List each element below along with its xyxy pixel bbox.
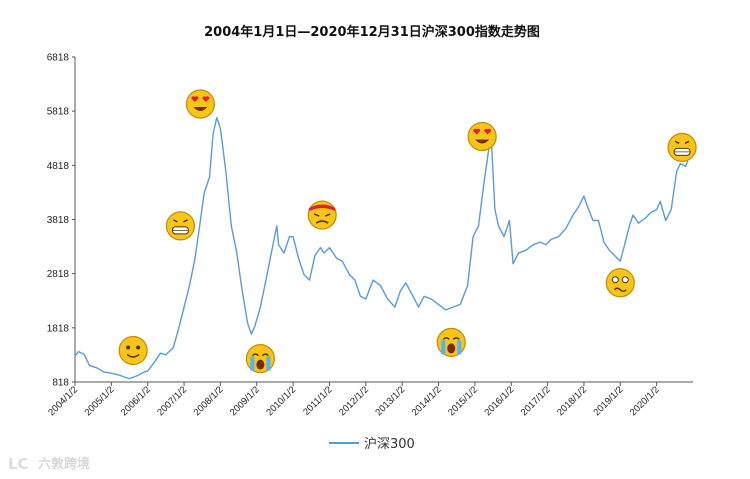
- y-tick-label: 1818: [47, 323, 70, 334]
- y-tick-label: 3818: [47, 215, 70, 226]
- mouth: [315, 220, 329, 224]
- mouth: [193, 107, 208, 112]
- x-tick-label: 2018/1/2: [555, 384, 589, 418]
- closed-eyes: [442, 337, 460, 340]
- x-tick-label: 2006/1/2: [119, 384, 153, 418]
- heart-eye: [191, 96, 199, 103]
- headband: [309, 204, 336, 212]
- y-tick-label: 5818: [47, 107, 70, 118]
- tear-right: [266, 356, 271, 371]
- y-tick-label: 818: [52, 378, 69, 389]
- x-axis: 2004/1/2 2005/1/2 2006/1/2 2007/1/2 2008/1/2…: [46, 381, 693, 418]
- watermark: LC 六敦跨境: [8, 455, 90, 473]
- brow: [173, 219, 178, 223]
- x-tick-label: 2011/1/2: [301, 384, 334, 417]
- heart-eyes-emoji: [467, 121, 497, 152]
- eye: [136, 345, 141, 350]
- brow: [183, 219, 188, 223]
- x-tick-label: 2009/1/2: [228, 384, 262, 418]
- watermark-logo: LC: [8, 455, 29, 473]
- tear-left: [441, 340, 446, 355]
- x-tick-label: 2004/1/2: [46, 384, 80, 418]
- grin-emoji: [667, 132, 697, 162]
- x-tick-label: 2012/1/2: [337, 384, 371, 418]
- x-tick-label: 2019/1/2: [591, 384, 625, 418]
- mouth: [126, 353, 140, 358]
- eye: [621, 276, 629, 284]
- emoji-face: [185, 89, 216, 119]
- chart-title: 2004年1月1日—2020年12月31日沪深300指数走势图: [204, 24, 540, 40]
- legend-label: 沪深300: [364, 436, 415, 452]
- eye: [126, 345, 131, 350]
- emoji-face: [118, 335, 148, 366]
- brow: [674, 140, 680, 145]
- plot-area: [74, 116, 694, 380]
- x-tick-label: 2007/1/2: [155, 384, 189, 418]
- grin-emoji: [165, 211, 196, 241]
- closed-eyes: [251, 353, 269, 357]
- mouth: [475, 139, 490, 144]
- eye: [611, 276, 619, 284]
- y-axis: 818 1818 2818 3818 4818 5818 6818: [47, 53, 76, 389]
- heart-eye: [484, 128, 492, 135]
- sad-emoji: [605, 268, 635, 298]
- x-tick-label: 2016/1/2: [482, 384, 516, 418]
- smile-emoji: [118, 335, 148, 366]
- angry-emoji: [307, 200, 337, 230]
- x-tick-label: 2015/1/2: [446, 384, 480, 418]
- legend: 沪深300: [329, 436, 415, 452]
- heart-eyes-emoji: [185, 89, 216, 119]
- series-line-hs300: [74, 116, 694, 380]
- heart-eye: [473, 128, 481, 135]
- angry-brows: [313, 213, 331, 217]
- y-tick-label: 2818: [47, 269, 70, 280]
- cry-emoji: [245, 344, 275, 374]
- watermark-text: 六敦跨境: [38, 456, 90, 472]
- x-tick-label: 2010/1/2: [264, 384, 298, 418]
- x-tick-label: 2020/1/2: [628, 384, 662, 418]
- x-tick-label: 2005/1/2: [83, 384, 117, 418]
- cry-emoji: [436, 327, 466, 357]
- heart-eye: [202, 96, 210, 103]
- emoji-face: [605, 268, 635, 298]
- emoji-face: [165, 211, 196, 241]
- mouth: [447, 343, 456, 354]
- x-tick-label: 2017/1/2: [519, 384, 553, 418]
- mouth: [613, 287, 627, 292]
- x-tick-label: 2013/1/2: [373, 384, 407, 418]
- mouth: [256, 359, 265, 370]
- emoji-annotations: [118, 89, 697, 374]
- brow: [684, 140, 690, 145]
- emoji-face: [467, 121, 497, 152]
- tear-left: [250, 356, 255, 371]
- y-tick-label: 4818: [47, 161, 70, 172]
- x-tick-label: 2014/1/2: [410, 384, 444, 418]
- x-tick-label: 2008/1/2: [192, 384, 226, 418]
- y-tick-label: 6818: [47, 53, 70, 64]
- emoji-face: [667, 132, 697, 162]
- tear-right: [457, 340, 462, 355]
